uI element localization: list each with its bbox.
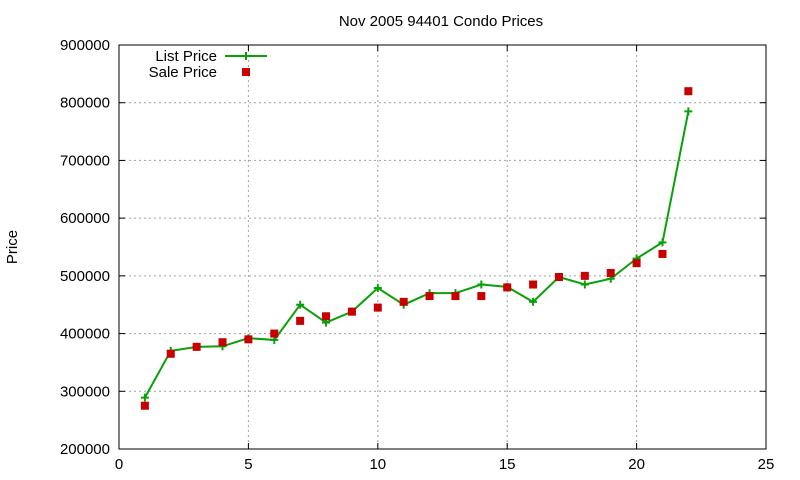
data-point <box>606 268 615 277</box>
data-point <box>192 342 201 351</box>
y-tick-label: 200000 <box>60 441 110 458</box>
data-point <box>322 312 331 321</box>
data-point <box>347 307 356 316</box>
data-point <box>684 87 693 96</box>
data-point <box>503 283 512 292</box>
data-point <box>529 280 538 289</box>
plot-frame <box>118 44 767 450</box>
legend-label: Sale Price <box>149 64 217 81</box>
grid <box>119 45 766 449</box>
x-tick-label: 10 <box>369 456 386 473</box>
series <box>140 87 693 410</box>
data-point <box>658 238 667 247</box>
data-point <box>373 303 382 312</box>
data-point <box>399 297 408 306</box>
data-point <box>684 107 693 116</box>
axis-ticks: 0 5 10 15 20 25 200000 300000 400000 500000 600000… <box>60 37 774 473</box>
data-point <box>166 349 175 358</box>
data-point <box>554 273 563 282</box>
legend-marker <box>242 52 250 60</box>
y-tick-label: 800000 <box>60 95 110 112</box>
y-tick-label: 400000 <box>60 326 110 343</box>
data-point <box>140 393 149 402</box>
series-line <box>144 111 690 399</box>
data-point <box>373 283 382 292</box>
y-axis-label: Price <box>4 230 21 264</box>
data-point <box>529 297 538 306</box>
y-tick-label: 300000 <box>60 383 110 400</box>
data-point <box>244 335 253 344</box>
data-point <box>632 259 641 268</box>
data-point <box>218 338 227 347</box>
legend-marker <box>242 68 250 76</box>
data-point <box>451 292 460 301</box>
x-tick-label: 15 <box>499 456 516 473</box>
y-tick-label: 500000 <box>60 268 110 285</box>
data-point <box>140 401 149 410</box>
data-point <box>296 316 305 325</box>
chart-title: Nov 2005 94401 Condo Prices <box>339 13 543 30</box>
data-point <box>425 292 434 301</box>
data-point <box>658 249 667 258</box>
data-point <box>580 280 589 289</box>
series-list-price <box>140 107 693 402</box>
data-point <box>477 280 486 289</box>
data-point <box>477 292 486 301</box>
y-tick-label: 700000 <box>60 152 110 169</box>
data-point <box>270 329 279 338</box>
data-point <box>580 271 589 280</box>
y-tick-label: 600000 <box>60 210 110 227</box>
y-tick-label: 900000 <box>60 37 110 54</box>
x-tick-label: 5 <box>244 456 252 473</box>
legend-label: List Price <box>155 48 217 65</box>
data-point <box>296 300 305 309</box>
series-sale-price <box>140 87 693 410</box>
x-tick-label: 20 <box>628 456 645 473</box>
x-tick-label: 25 <box>758 456 775 473</box>
x-tick-label: 0 <box>115 456 123 473</box>
